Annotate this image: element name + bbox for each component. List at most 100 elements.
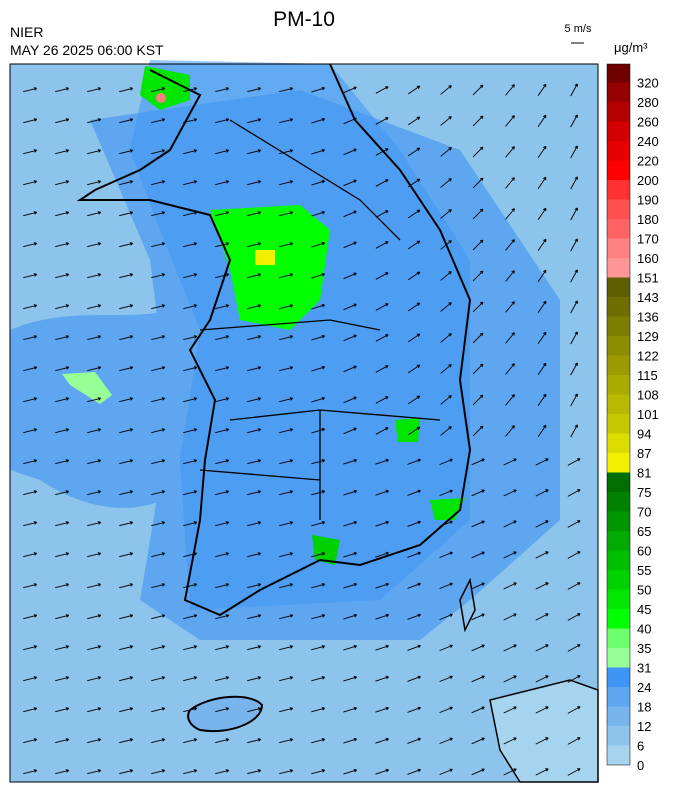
colorbar-band	[607, 375, 630, 395]
wind-arrow	[375, 117, 389, 125]
wind-arrow	[279, 211, 294, 217]
colorbar-band	[607, 745, 630, 765]
wind-arrow	[311, 241, 326, 248]
colorbar-band	[607, 414, 630, 434]
wind-arrow	[535, 644, 549, 652]
colorbar-label: 0	[637, 758, 644, 773]
wind-arrow	[55, 335, 70, 341]
wind-arrow	[55, 273, 70, 279]
wind-arrow	[505, 363, 515, 375]
colorbar-frame	[606, 63, 631, 766]
wind-arrow	[375, 768, 389, 775]
wind-arrow	[439, 551, 453, 559]
wind-arrow	[183, 645, 198, 651]
wind-arrow	[440, 364, 452, 374]
wind-arrow	[119, 118, 134, 124]
wind-arrow	[23, 304, 38, 310]
coastline	[76, 63, 472, 617]
colorbar-label: 75	[637, 485, 651, 500]
wind-arrow	[375, 179, 389, 187]
wind-arrow	[407, 240, 421, 250]
wind-arrow	[55, 676, 70, 682]
colorbar-band	[607, 628, 630, 648]
wind-arrow	[23, 87, 38, 93]
wind-arrow	[343, 148, 357, 156]
wind-arrow	[279, 707, 294, 713]
high-region	[140, 66, 190, 110]
wind-arrow	[343, 117, 357, 125]
wind-arrow	[567, 675, 581, 683]
colorbar-band	[607, 453, 630, 473]
wind-arrow	[505, 270, 515, 282]
wind-arrow	[439, 582, 453, 590]
wind-arrow	[375, 737, 389, 744]
wind-arrow	[87, 738, 102, 744]
wind-arrow	[151, 366, 166, 372]
wind-arrow	[537, 238, 547, 252]
wind-arrow	[407, 458, 421, 465]
wind-arrow	[375, 489, 389, 496]
wind-arrow	[343, 427, 357, 435]
wind-arrow	[471, 706, 485, 714]
wind-arrow	[375, 551, 389, 558]
wind-arrow	[407, 489, 421, 496]
wind-arrow	[567, 706, 581, 714]
wind-arrow	[119, 335, 134, 341]
wind-arrow	[183, 738, 198, 744]
wind-arrow	[311, 86, 326, 93]
wind-arrow	[151, 738, 166, 744]
wind-arrow	[503, 768, 517, 776]
wind-arrow	[407, 85, 421, 95]
wind-arrow	[215, 428, 230, 434]
wind-arrow	[151, 149, 166, 155]
colorbar-band	[607, 531, 630, 551]
wind-arrow	[375, 520, 389, 527]
wind-arrow	[311, 179, 326, 186]
wind-arrow	[567, 551, 581, 559]
wind-arrow	[247, 738, 262, 744]
wind-arrow	[151, 118, 166, 124]
wind-arrow	[215, 366, 230, 372]
colorbar-band	[607, 589, 630, 609]
colorbar-label: 87	[637, 446, 651, 461]
wind-arrow	[343, 86, 357, 94]
wind-arrow	[375, 334, 389, 342]
wind-arrow	[570, 207, 578, 221]
wind-arrow	[215, 521, 230, 527]
wind-arrow	[343, 272, 357, 280]
wind-arrow	[439, 644, 453, 652]
wind-arrow	[119, 738, 134, 744]
colorbar-label: 45	[637, 602, 651, 617]
wind-arrow	[215, 335, 230, 341]
wind-arrow	[535, 520, 549, 528]
wind-arrow	[537, 176, 547, 190]
wind-arrow	[151, 583, 166, 589]
wind-arrow	[55, 304, 70, 310]
wind-arrow	[183, 490, 198, 496]
wind-arrow	[279, 118, 294, 124]
island	[187, 695, 264, 732]
wind-arrow	[537, 393, 547, 407]
wind-arrow	[535, 551, 549, 559]
wind-arrow	[570, 362, 578, 376]
wind-arrow	[311, 614, 326, 620]
wind-arrow	[570, 331, 578, 345]
wind-arrow	[279, 304, 294, 310]
colorbar-label: 24	[637, 680, 651, 695]
wind-arrow	[55, 397, 70, 403]
wind-arrow	[535, 737, 549, 745]
wind-arrow	[215, 459, 230, 465]
wind-arrow	[375, 427, 389, 435]
colorbar-band	[607, 238, 630, 258]
wind-arrow	[119, 490, 134, 496]
colorbar-label: 55	[637, 563, 651, 578]
wind-arrow	[535, 489, 549, 497]
wind-arrow	[439, 613, 453, 621]
wind-arrow	[343, 737, 358, 744]
colorbar-band	[607, 570, 630, 590]
wind-arrow	[471, 768, 485, 776]
wind-scale-label: 5 m/s	[565, 23, 592, 35]
wind-arrow	[440, 302, 452, 312]
wind-arrow	[183, 614, 198, 620]
wind-arrow	[439, 768, 453, 776]
